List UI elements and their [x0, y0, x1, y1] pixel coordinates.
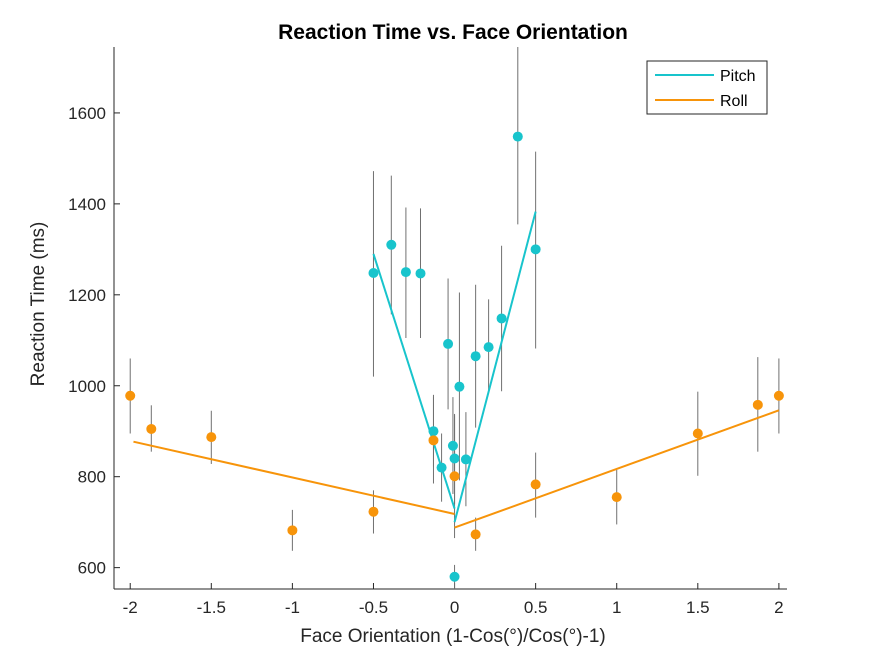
data-point-pitch: [436, 462, 447, 473]
data-point-roll: [368, 506, 379, 517]
data-point-pitch: [496, 313, 507, 324]
y-tick-label: 1600: [68, 104, 106, 123]
data-point-pitch: [428, 426, 439, 437]
data-point-roll: [530, 479, 541, 490]
legend-label-roll: Roll: [720, 93, 748, 110]
data-point-roll: [125, 390, 136, 401]
data-point-roll: [692, 428, 703, 439]
y-tick-label: 800: [78, 468, 106, 487]
x-tick-label: -1.5: [197, 598, 226, 617]
x-tick-label: 0: [450, 598, 459, 617]
fit-line-roll: [454, 409, 780, 529]
data-point-pitch: [530, 244, 541, 255]
axes: -2 -1.5 -1 -0.5 0 0.5 1 1.5 2 600 800 1000 1200 1400…: [68, 47, 787, 617]
y-tick-label: 1400: [68, 195, 106, 214]
x-tick-label: 1.5: [686, 598, 710, 617]
data-point-pitch: [483, 342, 494, 353]
y-ticks: 600 800 1000 1200 1400 1600: [68, 104, 120, 578]
data-point-roll: [206, 432, 217, 443]
x-axis-label: Face Orientation (1-Cos(°)/Cos(°)-1): [300, 626, 606, 647]
data-point-roll: [611, 492, 622, 503]
x-tick-label: 0.5: [524, 598, 548, 617]
legend-label-pitch: Pitch: [720, 68, 756, 85]
x-tick-label: -1: [285, 598, 300, 617]
y-tick-label: 1200: [68, 286, 106, 305]
data-point-pitch: [368, 267, 379, 278]
data-point-roll: [146, 423, 157, 434]
data-point-pitch: [460, 454, 471, 465]
data-point-pitch: [386, 239, 397, 250]
data-point-pitch: [449, 453, 460, 464]
x-tick-label: -0.5: [359, 598, 388, 617]
data-point-pitch: [449, 571, 460, 582]
data-point-pitch: [454, 381, 465, 392]
data-point-pitch: [400, 267, 411, 278]
data-markers: [125, 131, 784, 582]
fit-line-roll: [133, 440, 455, 515]
legend: Pitch Roll: [646, 60, 768, 115]
y-axis-label: Reaction Time (ms): [28, 222, 49, 387]
y-tick-label: 600: [78, 559, 106, 578]
legend-box: [646, 60, 768, 115]
x-tick-label: -2: [123, 598, 138, 617]
data-point-roll: [428, 435, 439, 446]
data-point-pitch: [447, 440, 458, 451]
data-point-roll: [449, 471, 460, 482]
data-point-pitch: [470, 351, 481, 362]
fit-line-pitch: [453, 211, 537, 523]
x-tick-label: 2: [774, 598, 783, 617]
plot-area: [125, 47, 784, 589]
data-point-pitch: [415, 268, 426, 279]
x-ticks: -2 -1.5 -1 -0.5 0 0.5 1 1.5 2: [123, 583, 784, 617]
data-point-roll: [287, 525, 298, 536]
data-point-roll: [752, 399, 763, 410]
data-point-pitch: [443, 338, 454, 349]
x-tick-label: 1: [612, 598, 621, 617]
y-tick-label: 1000: [68, 377, 106, 396]
data-point-roll: [470, 529, 481, 540]
chart-title: Reaction Time vs. Face Orientation: [278, 21, 628, 44]
data-point-roll: [773, 390, 784, 401]
data-point-pitch: [512, 131, 523, 142]
